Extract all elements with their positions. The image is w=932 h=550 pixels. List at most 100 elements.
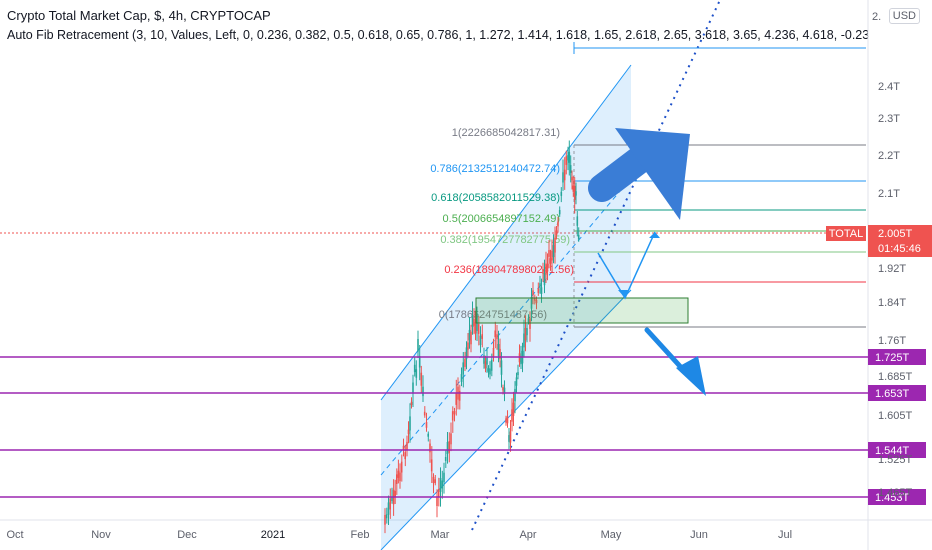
candle-body — [484, 361, 487, 369]
candle-body — [567, 155, 569, 161]
candle-body — [489, 368, 491, 375]
candle-body — [462, 362, 464, 375]
time-tick-label: Jul — [778, 529, 792, 541]
candle-body — [404, 452, 406, 460]
candle-body — [432, 476, 435, 484]
candle-body — [545, 263, 547, 275]
candle-body — [572, 185, 575, 192]
candle-body — [477, 324, 480, 334]
candle-body — [425, 422, 428, 428]
candle-body — [427, 433, 429, 437]
candle-body — [534, 297, 536, 301]
price-tick-label: 1.525T — [878, 454, 913, 466]
candle-body — [396, 474, 398, 484]
currency-button[interactable]: USD — [888, 8, 920, 24]
indicator-legend[interactable]: Auto Fib Retracement (3, 10, Values, Lef… — [7, 28, 869, 42]
fib-levels: 1(2226685042817.31) 0.786(2132512140472.7… — [430, 127, 866, 328]
candle-body — [483, 355, 485, 364]
time-tick-label: Nov — [91, 529, 111, 541]
candle-body — [450, 433, 452, 445]
candle-body — [554, 237, 556, 253]
zigzag-head-up — [649, 232, 660, 238]
candle-body — [511, 409, 513, 422]
candle-body — [557, 221, 559, 227]
candle-body — [565, 156, 568, 165]
candle-body — [546, 263, 549, 270]
candle-body — [506, 416, 509, 424]
candle-body — [486, 357, 488, 365]
candle-body — [492, 348, 495, 357]
candle-body — [537, 288, 540, 293]
candle-body — [530, 297, 533, 309]
price-tick-label: 1.465T — [878, 487, 913, 499]
candle-body — [420, 372, 423, 386]
candle-body — [508, 435, 510, 442]
fib-level-label: 0.786(2132512140472.74) — [430, 163, 560, 175]
horizontal-level-label: 1.453T — [875, 492, 910, 504]
candle-body — [535, 299, 538, 304]
candle-body — [458, 390, 461, 401]
candle-body — [555, 230, 558, 236]
candle-body — [410, 401, 413, 406]
candle-body — [515, 377, 518, 386]
candle-body — [467, 342, 469, 350]
candle-body — [384, 515, 386, 525]
candle-body — [391, 497, 393, 501]
fib-level-label: 1(2226685042817.31) — [452, 127, 560, 139]
candle-body — [465, 347, 468, 360]
price-tick-label: 1.685T — [878, 371, 913, 383]
candle-body — [389, 498, 391, 510]
candle-body — [443, 472, 445, 483]
last-price-badge — [868, 225, 932, 257]
price-axis[interactable]: 2.4T 2.3T 2.2T 2.1T 1.92T 1.84T 1.76T 1.685T 1.6… — [878, 81, 913, 499]
candle-body — [539, 283, 541, 287]
candle-body — [503, 387, 506, 394]
price-tick-label: 1.605T — [878, 410, 913, 422]
candle-body — [560, 191, 563, 196]
candle-body — [407, 429, 410, 435]
channel-mid-line[interactable] — [380, 177, 632, 476]
price-tick-label: 2.3T — [878, 113, 900, 125]
channel-upper-line[interactable] — [380, 64, 632, 401]
candle-body — [526, 328, 528, 336]
chart-title: Crypto Total Market Cap, $, 4h, CRYPTOCA… — [7, 8, 271, 23]
candle-body — [412, 382, 414, 394]
candle-body — [471, 315, 474, 327]
last-price-value: 2.005T — [878, 228, 913, 240]
time-tick-label: Mar — [431, 529, 450, 541]
candle-body — [497, 344, 500, 356]
candle-body — [499, 348, 501, 360]
time-axis[interactable]: Oct Nov Dec 2021 Feb Mar Apr May Jun Jul — [6, 529, 792, 541]
time-tick-label: Apr — [519, 529, 536, 541]
candle-body — [441, 480, 443, 489]
zigzag-head-down — [618, 290, 628, 298]
candle-body — [430, 459, 433, 472]
candle-body — [568, 151, 571, 163]
candle-body — [512, 402, 515, 416]
candle-body — [470, 331, 472, 345]
candle-body — [464, 359, 466, 367]
candle-body — [446, 442, 449, 454]
horizontal-level-badge — [868, 489, 926, 505]
price-tick-label: 1.92T — [878, 263, 906, 275]
price-tick-label: 2.2T — [878, 150, 900, 162]
candle-body — [437, 489, 440, 498]
candle-body — [577, 234, 580, 240]
candle-body — [455, 393, 457, 405]
candle-body — [569, 165, 572, 173]
price-tick-label: 2.1T — [878, 188, 900, 200]
fib-level-label: 0.382(1954727782775.59) — [440, 234, 570, 246]
big-up-arrow-head — [615, 128, 690, 220]
horizontal-level-badge — [868, 442, 926, 458]
candle-body — [473, 318, 475, 326]
last-price-countdown: 01:45:46 — [878, 243, 921, 255]
price-tick-label: 1.76T — [878, 335, 906, 347]
candle-body — [551, 250, 553, 261]
candle-body — [422, 386, 424, 397]
candle-body — [413, 364, 416, 373]
candle-body — [453, 411, 456, 415]
candle-body — [394, 490, 396, 498]
candle-body — [415, 369, 418, 378]
support-box[interactable] — [475, 297, 689, 324]
